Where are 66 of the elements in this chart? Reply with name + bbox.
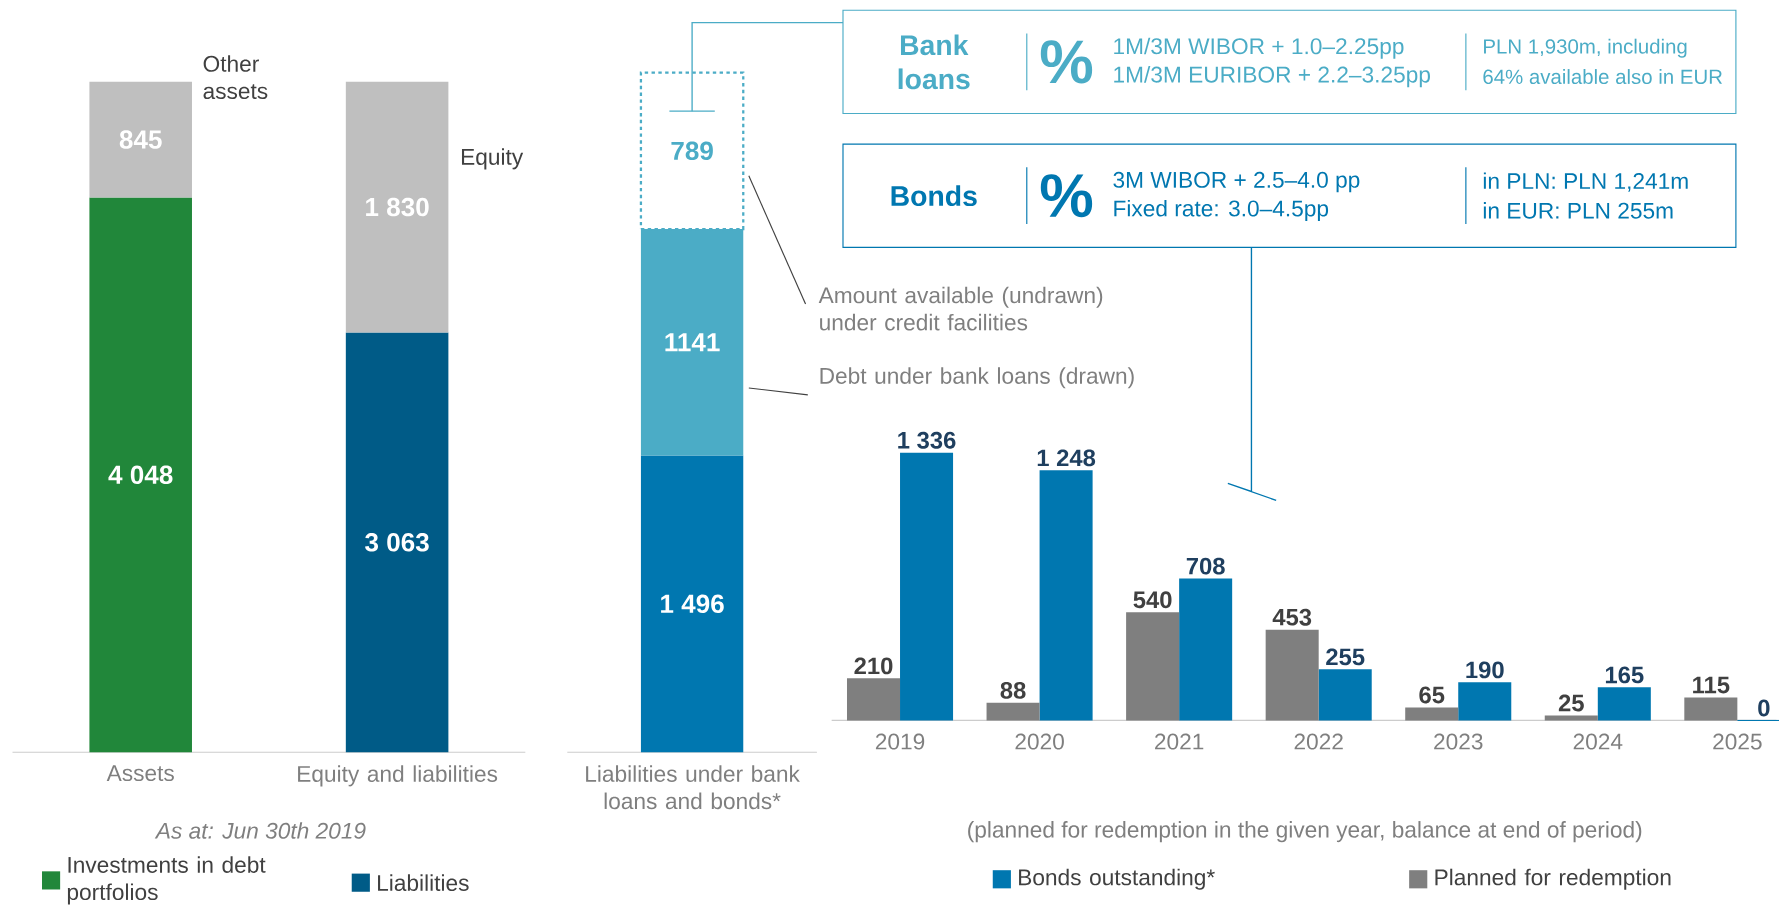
text: PLN 1,930m, including (1484, 38, 1687, 58)
text: (planned for redemption in the given year, balance at end of period) (968, 821, 1642, 843)
x-tick-label: Equity and liabilities (298, 765, 498, 787)
text: Amount available (undrawn) under credit facilities (818, 286, 1103, 331)
data-label: 1 336 (898, 431, 956, 449)
data-label: 255 (1326, 648, 1365, 666)
legend-label: Investments in debt portfolios (67, 856, 266, 905)
bar (1039, 470, 1093, 721)
data-label: 0 (1758, 699, 1770, 717)
data-label: 708 (1186, 557, 1225, 575)
text: Fixed rate: 3.0–4.5pp (1114, 199, 1329, 222)
data-label: 789 (671, 141, 713, 161)
bar (847, 678, 901, 721)
data-label: 1141 (665, 333, 720, 352)
text: Debt under bank loans (drawn) (820, 367, 1134, 389)
text: 1M/3M EURIBOR + 2.2–3.25pp (1114, 65, 1430, 88)
data-label: 165 (1605, 666, 1644, 684)
data-label: 115 (1693, 676, 1730, 694)
series-label: Other assets (203, 55, 268, 100)
legend-label: Liabilities (378, 874, 469, 891)
x-tick-label: 2020 (1015, 733, 1064, 750)
x-tick-label: 2023 (1434, 733, 1483, 750)
x-tick-label: Liabilities under bank loans and bonds* (586, 765, 800, 810)
data-label: 3 063 (365, 533, 429, 552)
data-label: 1 248 (1037, 449, 1096, 467)
text: 1M/3M WIBOR + 1.0–2.25pp (1114, 37, 1404, 59)
data-label: 1 496 (661, 594, 724, 614)
bar (1179, 578, 1233, 721)
x-tick-label: 2021 (1155, 733, 1204, 750)
bar (1684, 697, 1738, 721)
series-label: Equity (461, 148, 524, 170)
data-label: 25 (1558, 694, 1584, 712)
bar (1544, 715, 1598, 721)
data-label: 845 (119, 130, 162, 149)
data-label: 210 (854, 657, 893, 675)
text: % (1040, 174, 1093, 218)
bar (1458, 682, 1512, 721)
text: Bank loans (898, 34, 970, 90)
bar (1265, 629, 1319, 721)
text: in PLN: PLN 1,241m (1483, 172, 1688, 192)
x-tick-label: 2025 (1713, 733, 1762, 750)
bar (1405, 707, 1459, 721)
data-label: 1 830 (366, 197, 429, 217)
text: % (1040, 40, 1093, 84)
text: in EUR: PLN 255m (1483, 202, 1673, 219)
data-label: 88 (1000, 681, 1026, 699)
x-tick-label: 2019 (875, 733, 925, 750)
legend-label: Bonds outstanding* (1019, 868, 1215, 890)
data-label: 540 (1133, 591, 1172, 609)
text: Bonds (891, 185, 977, 207)
x-tick-label: 2024 (1573, 733, 1623, 750)
legend-label: Planned for redemption (1435, 868, 1671, 890)
data-label: 190 (1466, 661, 1504, 679)
data-label: 453 (1272, 608, 1312, 626)
text: 64% available also in EUR (1483, 69, 1723, 85)
bar (986, 702, 1040, 721)
data-label: 4 048 (108, 465, 173, 485)
x-tick-label: 2022 (1294, 733, 1343, 750)
bar (1318, 669, 1372, 721)
data-label: 65 (1419, 686, 1445, 704)
bar (1597, 687, 1651, 721)
text: As at: Jun 30th 2019 (154, 822, 366, 839)
bar (1126, 612, 1180, 721)
x-tick-label: Assets (106, 765, 174, 782)
text: 3M WIBOR + 2.5–4.0 pp (1113, 171, 1360, 193)
bar (900, 452, 954, 721)
